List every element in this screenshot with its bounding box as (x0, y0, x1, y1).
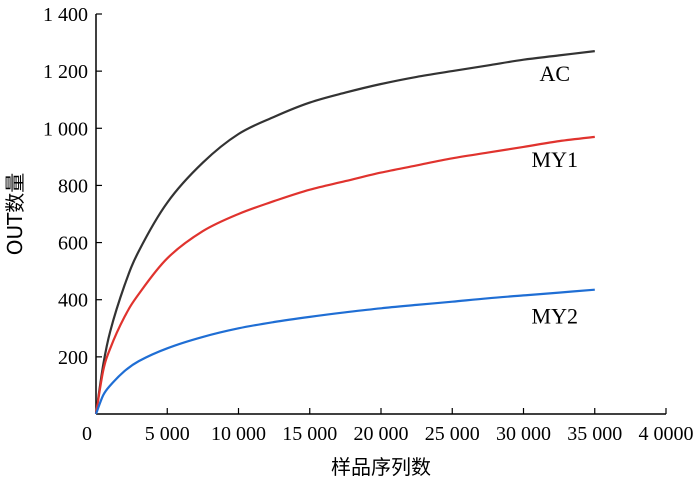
x-axis-title: 样品序列数 (331, 455, 431, 479)
y-tick-label: 800 (58, 175, 88, 197)
series-label-my1: MY1 (532, 147, 578, 172)
series-labels: AC MY1 MY2 (532, 61, 578, 329)
y-tick-label: 200 (58, 347, 88, 369)
series-line-my1 (94, 135, 595, 415)
y-tick-label: 1 400 (43, 4, 88, 26)
series-lines (94, 50, 595, 415)
axes (95, 14, 666, 415)
x-tick-label: 10 000 (211, 423, 266, 445)
x-tick-label: 5 000 (145, 423, 190, 445)
y-tick-label: 1 200 (43, 61, 88, 83)
y-tick-label: 1 000 (43, 118, 88, 140)
x-tick-label: 20 000 (354, 423, 409, 445)
series-label-my2: MY2 (532, 304, 578, 329)
x-tick-label: 25 000 (425, 423, 480, 445)
y-tick-label: 400 (58, 290, 88, 312)
x-tick-label: 35 000 (567, 423, 622, 445)
x-tick-label: 0 (82, 423, 92, 445)
series-line-ac (94, 50, 595, 415)
x-tick-label: 4 0000 (639, 423, 694, 445)
x-tick-label: 30 000 (496, 423, 551, 445)
y-axis-title: OUT数量 (3, 173, 27, 256)
x-tick-label: 15 000 (282, 423, 337, 445)
series-line-my2 (94, 288, 595, 415)
series-label-ac: AC (539, 61, 570, 86)
y-tick-label: 600 (58, 233, 88, 255)
ticks: 200 400 600 800 1 000 1 200 1 400 0 5 000 10 000 1… (43, 4, 694, 445)
